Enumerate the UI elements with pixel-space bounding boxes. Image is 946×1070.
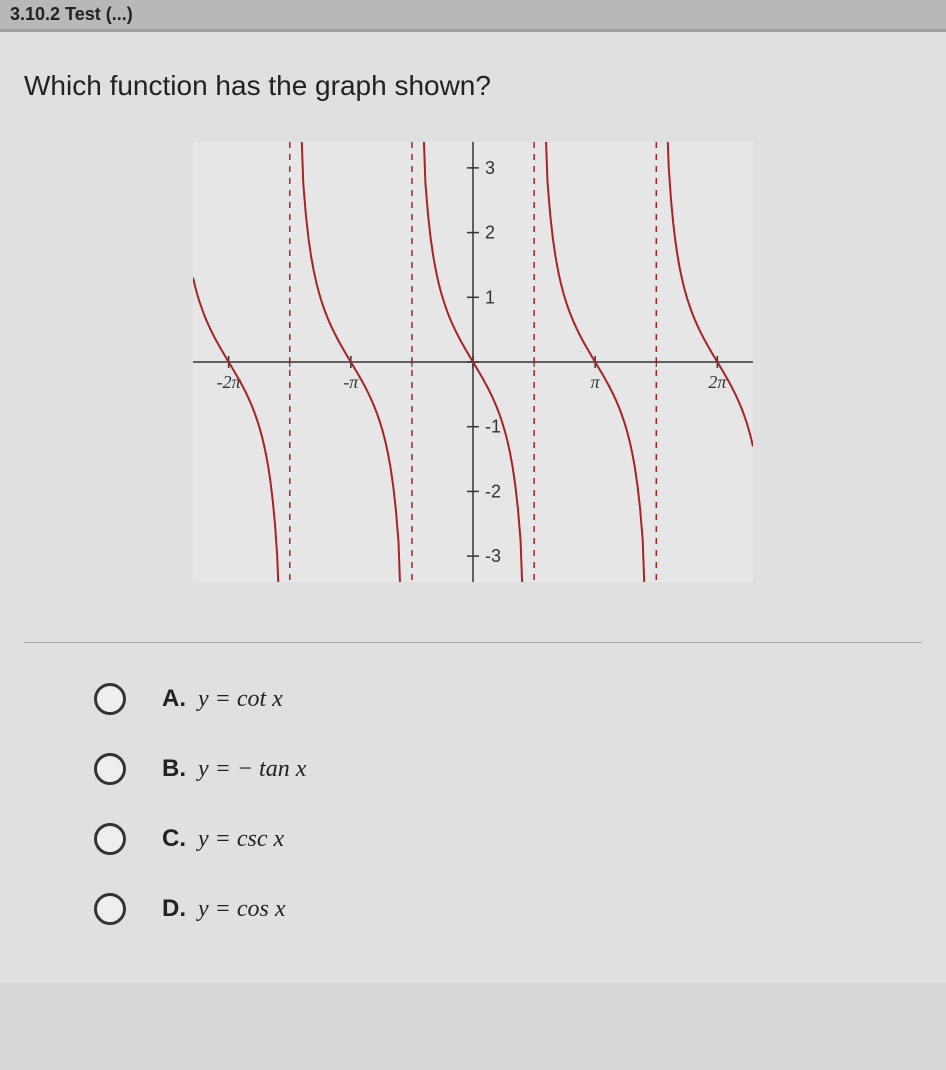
radio-d[interactable]: [94, 893, 126, 925]
function-graph: -2π-ππ2π-3-2-1123: [193, 142, 753, 582]
svg-text:1: 1: [485, 287, 495, 307]
choice-a[interactable]: A. y = cot x: [94, 683, 922, 715]
choice-a-text: y = cot x: [198, 686, 283, 713]
svg-text:-2π: -2π: [217, 372, 242, 392]
question-text: Which function has the graph shown?: [24, 70, 922, 102]
choice-b[interactable]: B. y = − tan x: [94, 753, 922, 785]
choice-a-letter: A.: [162, 685, 186, 713]
choice-b-text: y = − tan x: [198, 756, 306, 783]
svg-text:3: 3: [485, 158, 495, 178]
choice-c[interactable]: C. y = csc x: [94, 823, 922, 855]
svg-text:π: π: [591, 372, 601, 392]
svg-text:-3: -3: [485, 546, 501, 566]
svg-text:-1: -1: [485, 417, 501, 437]
radio-c[interactable]: [94, 823, 126, 855]
question-content: Which function has the graph shown? -2π-…: [0, 32, 946, 983]
svg-text:-π: -π: [343, 372, 359, 392]
choice-d[interactable]: D. y = cos x: [94, 893, 922, 925]
choice-c-letter: C.: [162, 825, 186, 853]
breadcrumb: 3.10.2 Test (...): [10, 4, 133, 24]
answer-choices: A. y = cot x B. y = − tan x C. y = csc x…: [94, 683, 922, 925]
divider: [24, 642, 922, 643]
breadcrumb-bar: 3.10.2 Test (...): [0, 0, 946, 32]
choice-c-text: y = csc x: [198, 826, 284, 853]
svg-text:-2: -2: [485, 481, 501, 501]
choice-b-letter: B.: [162, 755, 186, 783]
svg-text:2: 2: [485, 223, 495, 243]
radio-a[interactable]: [94, 683, 126, 715]
radio-b[interactable]: [94, 753, 126, 785]
choice-d-letter: D.: [162, 895, 186, 923]
choice-d-text: y = cos x: [198, 896, 286, 923]
graph-area: -2π-ππ2π-3-2-1123: [24, 142, 922, 582]
